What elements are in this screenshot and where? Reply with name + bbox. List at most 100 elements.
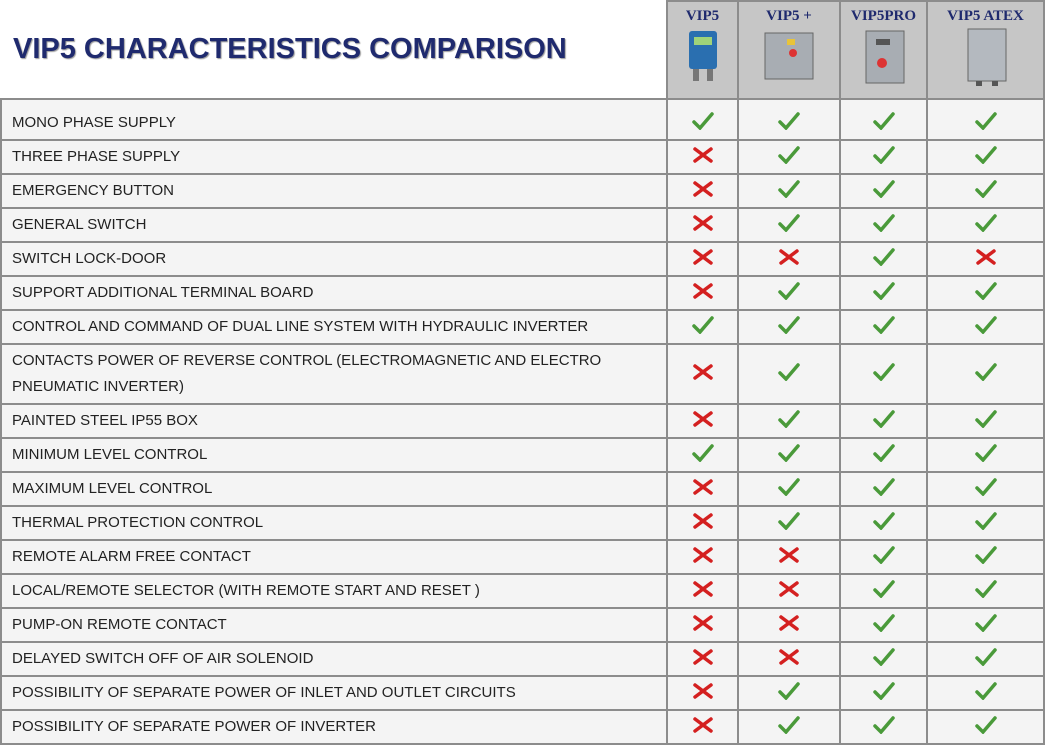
support-cell [926,675,1045,711]
check-mark [974,647,997,667]
check-icon [974,545,997,565]
table-row: GENERAL SWITCH [0,207,1045,243]
check-mark [872,579,895,599]
check-mark [974,315,997,335]
support-cell [666,139,739,175]
cross-mark [692,648,713,665]
table-row: DELAYED SWITCH OFF OF AIR SOLENOID [0,641,1045,677]
check-icon [974,179,997,199]
check-icon [778,715,800,735]
support-cell [666,207,739,243]
check-mark [974,443,997,463]
support-cell [737,241,841,277]
support-cell [926,471,1045,507]
cross-mark [692,716,713,733]
check-mark [778,281,800,301]
support-cell [737,309,841,345]
feature-cell: THREE PHASE SUPPLY [0,139,668,175]
support-cell [737,607,841,643]
support-cell [839,343,928,405]
check-icon [778,315,800,335]
cross-icon [692,146,713,163]
check-mark [872,613,895,633]
check-icon [872,613,895,633]
support-cell [737,275,841,311]
cross-mark [692,614,713,631]
cross-icon [975,248,996,265]
check-icon [872,179,895,199]
check-icon [691,443,714,463]
check-icon [778,362,800,382]
check-icon [778,681,800,701]
support-cell [666,437,739,473]
support-cell [666,241,739,277]
check-mark [691,112,714,131]
cross-icon [692,682,713,699]
check-icon [974,715,997,735]
model-name: VIP5 + [766,8,812,24]
support-cell [737,471,841,507]
table-row: REMOTE ALARM FREE CONTACT [0,539,1045,575]
support-cell [737,403,841,439]
cross-icon [692,512,713,529]
support-cell [666,505,739,541]
support-cell [839,675,928,711]
feature-cell: POSSIBILITY OF SEPARATE POWER OF INVERTE… [0,709,668,745]
check-icon [974,315,997,335]
check-mark [778,477,800,497]
check-icon [872,247,895,267]
table-body: MONO PHASE SUPPLY THREE PHASE SUPPLY EMERG… [0,98,1045,745]
check-mark [872,112,895,131]
check-icon [872,579,895,599]
check-mark [872,681,895,701]
support-cell [839,573,928,609]
support-cell [926,139,1045,175]
cross-icon [692,180,713,197]
feature-cell: PUMP-ON REMOTE CONTACT [0,607,668,643]
cross-icon [692,248,713,265]
product-image [967,28,1006,86]
cross-mark [692,478,713,495]
cross-mark [779,546,799,563]
support-cell [926,309,1045,345]
support-cell [926,437,1045,473]
feature-cell: CONTACTS POWER OF REVERSE CONTROL (ELECT… [0,343,668,405]
check-mark [778,681,800,701]
feature-cell: GENERAL SWITCH [0,207,668,243]
support-cell [666,98,739,141]
check-mark [872,281,895,301]
check-mark [974,213,997,233]
cross-icon [692,648,713,665]
check-mark [974,715,997,735]
check-mark [872,145,895,165]
check-icon [974,281,997,301]
check-icon [778,179,800,199]
check-icon [974,112,997,131]
check-icon [974,681,997,701]
check-icon [974,443,997,463]
cross-icon [779,614,799,631]
feature-cell: CONTROL AND COMMAND OF DUAL LINE SYSTEM … [0,309,668,345]
feature-cell: SWITCH LOCK-DOOR [0,241,668,277]
feature-cell: REMOTE ALARM FREE CONTACT [0,539,668,575]
feature-cell: MAXIMUM LEVEL CONTROL [0,471,668,507]
check-mark [872,477,895,497]
check-mark [778,112,800,131]
support-cell [926,275,1045,311]
table-row: THERMAL PROTECTION CONTROL [0,505,1045,541]
check-mark [974,477,997,497]
support-cell [737,675,841,711]
check-mark [778,511,800,531]
check-icon [872,545,895,565]
check-mark [974,179,997,199]
product-image [688,31,717,81]
cross-icon [692,282,713,299]
support-cell [839,641,928,677]
check-mark [778,443,800,463]
check-mark [872,443,895,463]
check-icon [872,281,895,301]
check-icon [974,613,997,633]
support-cell [839,207,928,243]
support-cell [737,709,841,745]
